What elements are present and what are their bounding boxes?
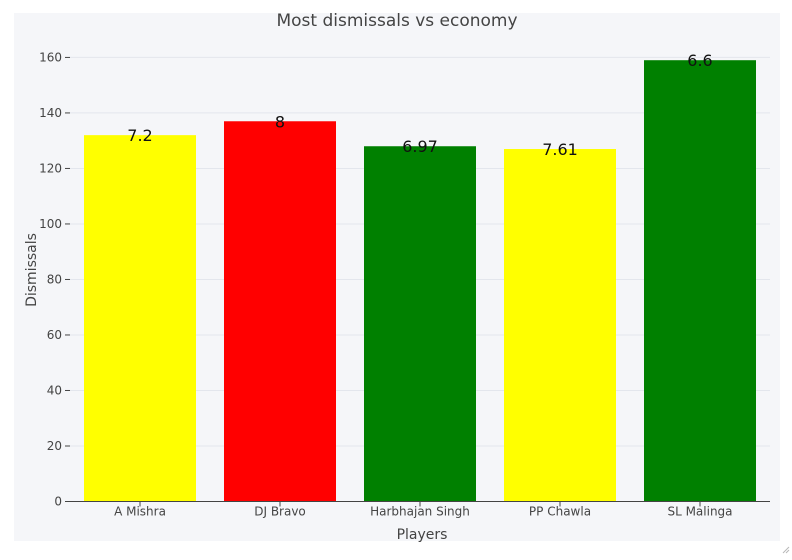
- x-tick-label: Harbhajan Singh: [370, 505, 470, 519]
- data-label: 7.2: [127, 126, 152, 145]
- data-label: 8: [275, 112, 285, 131]
- y-axis-ticks: 0 20 40 60 80 100 120 140 160: [39, 50, 70, 509]
- bar-harbhajan-singh[interactable]: [364, 146, 476, 502]
- y-tick-label: 20: [47, 439, 62, 453]
- bar-dj-bravo[interactable]: [224, 121, 336, 502]
- data-label: 6.6: [687, 51, 712, 70]
- y-tick-label: 140: [39, 106, 62, 120]
- x-axis-ticks: A Mishra DJ Bravo Harbhajan Singh PP Chawla…: [114, 501, 733, 519]
- y-tick-label: 60: [47, 328, 62, 342]
- x-tick-label: PP Chawla: [529, 505, 591, 519]
- bar-a-mishra[interactable]: [84, 135, 196, 502]
- x-tick-label: DJ Bravo: [254, 505, 306, 519]
- x-axis-title: Players: [397, 527, 448, 543]
- bar-sl-malinga[interactable]: [644, 60, 756, 502]
- y-tick-label: 40: [47, 383, 62, 397]
- y-tick-label: 100: [39, 217, 62, 231]
- x-tick-label: SL Malinga: [667, 505, 732, 519]
- chart-title: Most dismissals vs economy: [276, 11, 517, 31]
- data-label: 7.61: [542, 140, 578, 159]
- bar-pp-chawla[interactable]: [504, 149, 616, 502]
- data-labels: 7.2 8 6.97 7.61 6.6: [127, 51, 712, 159]
- bars[interactable]: [84, 60, 756, 502]
- y-tick-label: 80: [47, 272, 62, 286]
- y-tick-label: 0: [54, 495, 62, 509]
- resize-grip-icon[interactable]: [780, 544, 790, 554]
- y-tick-label: 160: [39, 50, 62, 64]
- x-tick-label: A Mishra: [114, 505, 166, 519]
- data-label: 6.97: [402, 137, 438, 156]
- y-axis-title: Dismissals: [24, 233, 40, 307]
- y-tick-label: 120: [39, 161, 62, 175]
